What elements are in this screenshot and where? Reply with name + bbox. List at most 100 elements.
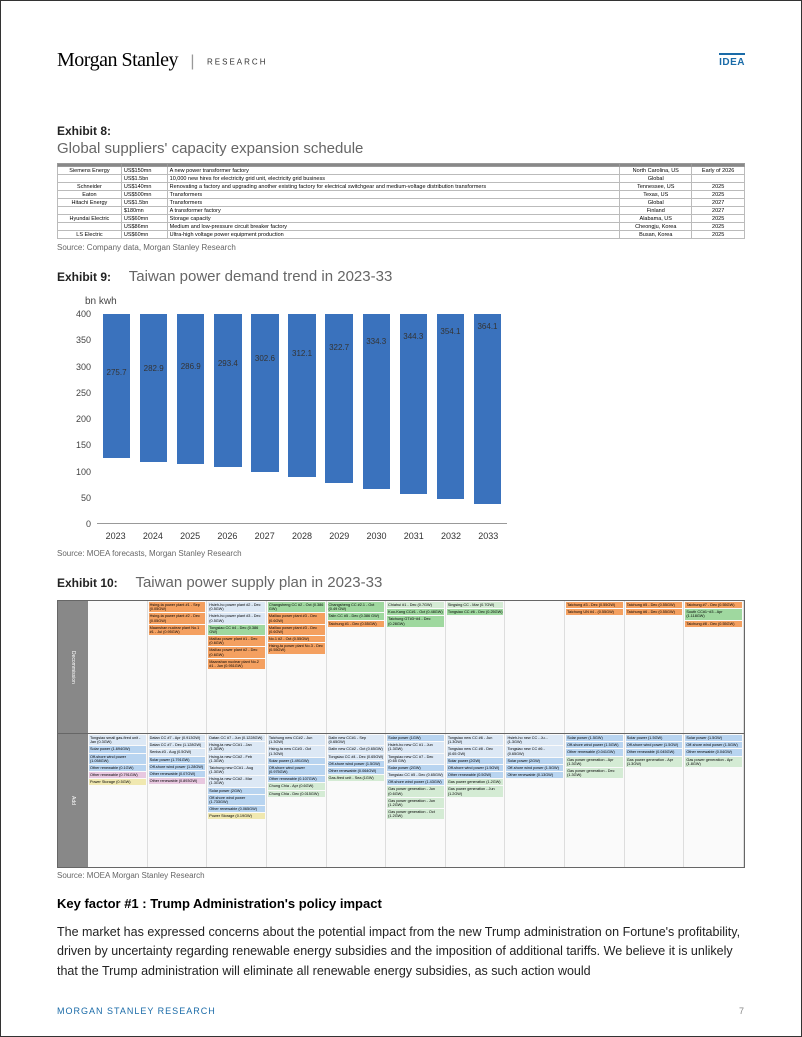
y-tick: 400 [76,309,91,319]
gantt-cell: Off-shore wind power (1.43GW) [387,779,444,785]
gantt-cell: Solar power (2GW) [506,758,563,764]
chart-bars: 275.7282.9286.9293.4302.6312.1322.7334.3… [97,314,507,523]
x-label: 2023 [97,528,134,546]
table-row: SchneiderUS$140mnRenovating a factory an… [58,183,745,191]
gantt-cell: Tongsiao new CC #6 - (0.65GW) [506,746,563,756]
gantt-cell: Off-shore wind power (1.5GW) [328,761,385,767]
y-tick: 150 [76,440,91,450]
table-row: US$86mnMedium and low-pressure circuit b… [58,223,745,231]
gantt-cell: Hsieh-ho new CC #1 - Jun (1.3GW) [387,742,444,752]
x-label: 2026 [209,528,246,546]
bar-wrap: 302.6 [247,314,282,523]
gantt-cell: Off-shore wind power (0.975GW) [268,765,325,775]
gantt-cell: Solar power (1.5GW) [566,735,623,741]
gantt-col: Solar power (1.5GW)Off-shore wind power … [625,734,685,867]
gantt-cell: Chung Chia - Apr (0.6GW) [268,783,325,789]
gantt-cell: Gas power generation (1.2GW) [447,779,504,785]
table-cell: US$1.5bn [121,199,167,207]
gantt-cell: No.1 #2 - Oct (0.55GW) [268,636,325,642]
table-cell: Finland [620,207,692,215]
gantt-cell: Hsing-ta new CC#3 - Oct (1.3GW) [268,746,325,756]
idea-badge: IDEA [719,53,745,68]
table-cell: 2025 [692,183,745,191]
gantt-cell: Chung Chia - Dec (0.015GW) [268,791,325,797]
bar [251,314,278,472]
gantt-cell: Gas power generation - Apr (1.8GW) [685,757,742,767]
exhibit9-label: Exhibit 9: [57,270,111,284]
gantt-cell: Hsing-ta new CC#2 - Mar (1.3GW) [208,776,265,786]
y-tick: 0 [86,519,91,529]
gantt-cell: Solar power (1.694GW) [89,746,146,752]
gantt-col: Taichung new CC#2 - Jun (1.3GW)Hsing-ta … [267,734,327,867]
x-label: 2033 [470,528,507,546]
exhibit8-label: Exhibit 8: [57,124,111,138]
bar-value-label: 286.9 [181,362,201,371]
gantt-cell: Solar power (1.5GW) [685,735,742,741]
table-cell: 2027 [692,199,745,207]
gantt-col: Tongsiao small gas-fired unit - Jan (0.3… [88,734,148,867]
table-cell: 10,000 new hires for electricity grid un… [167,175,620,183]
chart-x-axis: 2023202420252026202720282029203020312032… [97,528,507,546]
bar-wrap: 334.3 [359,314,394,523]
table-cell: Alabama, US [620,215,692,223]
gantt-cell: Power Storage (0.19GW) [208,813,265,819]
body-paragraph: The market has expressed concerns about … [57,923,745,981]
gantt-cell: Solar power (1.491GW) [268,758,325,764]
footer-page: 7 [739,1006,745,1016]
gantt-col: Solar power (1.5GW)Off-shore wind power … [684,734,744,867]
gantt-col [88,601,148,733]
gantt-cell: Datan CC #7 - Jun (0.1228GW) [208,735,265,741]
gantt-cell: Tongsiao small gas-fired unit - Jan (0.3… [89,735,146,745]
x-label: 2027 [246,528,283,546]
bar-value-label: 312.1 [292,349,312,358]
table-cell: US$140mn [121,183,167,191]
table-cell [58,223,122,231]
table-cell: Transformers [167,191,620,199]
bar-wrap: 312.1 [284,314,319,523]
gantt-col: Taichung #7 - Dec (0.55GW)South CC#1~#3 … [684,601,744,733]
gantt-decom-cells: Hsing-ta power plant #1 - Sep (0.05GW)Hs… [88,601,744,733]
table-cell: Busan, Korea [620,231,692,239]
gantt-cell: Taichung #1 - Dec (0.55GW) [328,621,385,627]
table-row: $180mnA transformer factoryFinland2027 [58,207,745,215]
y-tick: 350 [76,335,91,345]
table-row: EatonUS$500mnTransformersTexas, US2025 [58,191,745,199]
exhibit10-source: Source: MOEA Morgan Stanley Research [57,871,745,880]
page-header: Morgan Stanley | RESEARCH IDEA [57,49,745,72]
gantt-cell: Other renewable (0.065GW) [208,806,265,812]
bar [214,314,241,467]
table-cell: Tennessee, US [620,183,692,191]
gantt-col: Singsing CC - Mar (0.7GW)Tongsiao CC #6 … [446,601,506,733]
gantt-cell: Off-shore wind power (1.5GW) [626,742,683,748]
table-row: Hyundai ElectricUS$60mnStorage capacityA… [58,215,745,223]
gantt-cell: Other renewable (0.1GW) [89,765,146,771]
gantt-cell: Other renewable (0.5GW) [447,772,504,778]
gantt-cell: Off-shore wind power (1.5GW) [566,742,623,748]
table-cell: North Carolina, US [620,167,692,175]
gantt-cell: South CC#1~#3 - Apr (1.118GW) [685,609,742,619]
bar-value-label: 334.3 [366,337,386,346]
table-cell: 2025 [692,191,745,199]
gantt-cell: Tongsiao CC #5 - Dec (0.65GW) [387,772,444,778]
gantt-cell: Taichung new CC#1 - Aug (1.3GW) [208,765,265,775]
gantt-cell: Taichung UN #4 - (0.55GW) [566,609,623,615]
gantt-col: Hsieh-ho new CC - Ju... (1.3GW)Tongsiao … [505,734,565,867]
gantt-col: Taichung #5 - Dec (0.55GW)Taichung #6 - … [625,601,685,733]
table-cell: Hitachi Energy [58,199,122,207]
bar-value-label: 354.1 [440,327,460,336]
gantt-cell: Tongsiao new CC #7 - Dec (0.65 GW) [387,754,444,764]
bar-wrap: 286.9 [173,314,208,523]
table-row: US$1.5bn10,000 new hires for electricity… [58,175,745,183]
gantt-cell: Solar power (2GW) [447,758,504,764]
exhibit8-table: Siemens EnergyUS$150mnA new power transf… [57,163,745,239]
exhibit10-title: Taiwan power supply plan in 2023-33 [135,574,382,591]
gantt-cell: Singsing CC - Mar (0.7GW) [447,602,504,608]
bar [288,314,315,477]
table-cell: Global [620,199,692,207]
gantt-add-cells: Tongsiao small gas-fired unit - Jan (0.3… [88,734,744,867]
exhibit9-title: Taiwan power demand trend in 2023-33 [129,268,393,285]
gantt-cell: Mailiao power plant #3 - Dec (0.6GW) [268,613,325,623]
gantt-cell: Hsing-ta power plant #1 - Sep (0.05GW) [149,602,206,612]
gantt-add-row: Add Tongsiao small gas-fired unit - Jan … [58,734,744,867]
gantt-col: Hsieh-ho power plant #2 - Dec (0.5GW)Hsi… [207,601,267,733]
